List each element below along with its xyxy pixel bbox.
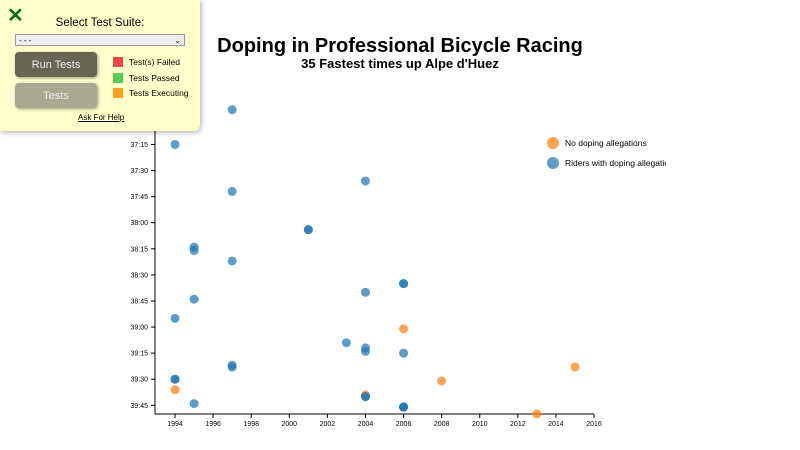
- chart-title: Doping in Professional Bicycle Racing: [217, 35, 583, 57]
- data-point: [437, 376, 447, 386]
- x-tick-label: 1998: [243, 421, 259, 428]
- data-point: [227, 105, 237, 115]
- x-tick: 2000: [282, 414, 298, 428]
- y-tick: 38:30: [130, 272, 155, 279]
- select-label: Select Test Suite:: [55, 17, 145, 29]
- legend-label: Test(s) Failed: [129, 57, 181, 67]
- scatter-chart: Doping in Professional Bicycle Racing 35…: [130, 35, 666, 428]
- x-tick-label: 2000: [282, 421, 298, 428]
- data-point: [189, 294, 199, 304]
- x-tick: 2010: [472, 414, 488, 428]
- y-tick: 37:45: [130, 194, 155, 201]
- x-tick-label: 1994: [167, 421, 183, 428]
- x-tick-label: 2006: [396, 421, 412, 428]
- y-tick: 37:30: [130, 168, 155, 175]
- data-point: [399, 348, 409, 358]
- y-tick-label: 37:45: [130, 194, 148, 201]
- x-tick-label: 2004: [358, 421, 374, 428]
- data-point: [360, 287, 370, 297]
- y-tick: 38:00: [130, 220, 155, 227]
- y-tick: 37:15: [130, 142, 155, 149]
- y-tick: 39:45: [130, 403, 155, 410]
- y-tick: 39:00: [130, 325, 155, 332]
- data-point: [399, 402, 409, 412]
- x-tick: 2006: [396, 414, 412, 428]
- y-tick: 38:45: [130, 298, 155, 305]
- x-tick: 1994: [167, 414, 183, 428]
- legend-label: Tests Passed: [129, 73, 180, 83]
- x-tick-label: 2016: [586, 421, 602, 428]
- data-point: [170, 139, 180, 149]
- ask-for-help-link[interactable]: Ask For Help: [78, 113, 125, 122]
- y-tick-label: 39:30: [130, 377, 148, 384]
- legend-failed: Test(s) Failed: [113, 57, 180, 67]
- data-point: [170, 374, 180, 384]
- executing-swatch: [113, 88, 123, 98]
- data-point: [570, 362, 580, 372]
- y-tick: 39:15: [130, 351, 155, 358]
- x-tick-label: 2012: [510, 421, 526, 428]
- legend-executing: Tests Executing: [113, 88, 189, 98]
- y-tick-label: 39:45: [130, 403, 148, 410]
- data-point: [360, 176, 370, 186]
- y-tick-label: 39:00: [130, 325, 148, 332]
- data-point: [399, 324, 409, 334]
- data-point: [227, 362, 237, 372]
- x-tick: 1998: [243, 414, 259, 428]
- failed-swatch: [113, 57, 123, 67]
- y-tick-label: 39:15: [130, 351, 148, 358]
- legend-label: No doping allegations: [565, 138, 647, 148]
- y-tick-label: 37:30: [130, 168, 148, 175]
- data-point: [227, 256, 237, 266]
- y-tick-label: 38:15: [130, 246, 148, 253]
- run-tests-button[interactable]: Run Tests: [15, 52, 97, 77]
- y-tick-label: 37:15: [130, 142, 148, 149]
- y-tick-label: 38:45: [130, 298, 148, 305]
- x-tick-label: 2014: [548, 421, 564, 428]
- x-tick: 2016: [586, 414, 602, 428]
- y-tick-label: 38:00: [130, 220, 148, 227]
- chevron-down-icon: ⌄: [174, 35, 181, 45]
- data-point: [170, 385, 180, 395]
- data-point: [189, 399, 199, 409]
- data-point: [303, 225, 313, 235]
- x-tick: 2014: [548, 414, 564, 428]
- x-tick: 2012: [510, 414, 526, 428]
- x-tick-label: 1996: [205, 421, 221, 428]
- data-point: [227, 186, 237, 196]
- y-tick-label: 38:30: [130, 272, 148, 279]
- close-x-icon[interactable]: ✕: [7, 5, 24, 27]
- y-tick: 38:15: [130, 246, 155, 253]
- x-tick: 2002: [320, 414, 336, 428]
- data-point: [399, 279, 409, 289]
- chart-subtitle: 35 Fastest times up Alpe d'Huez: [301, 56, 499, 71]
- data-point: [360, 392, 370, 402]
- passed-swatch: [113, 73, 123, 83]
- legend-label: Tests Executing: [129, 88, 189, 98]
- data-point: [170, 313, 180, 323]
- data-point: [360, 346, 370, 356]
- data-point: [189, 246, 199, 256]
- x-tick: 2008: [434, 414, 450, 428]
- legend-swatch: [547, 137, 559, 149]
- test-panel: ✕ Select Test Suite: - - - ⌄ Run Tests Te…: [0, 0, 200, 131]
- x-tick-label: 2002: [320, 421, 336, 428]
- y-tick: 39:30: [130, 377, 155, 384]
- data-point: [532, 409, 542, 419]
- select-value: - - -: [19, 35, 32, 45]
- x-tick-label: 2008: [434, 421, 450, 428]
- legend-label: Riders with doping allegations: [565, 158, 666, 168]
- legend-passed: Tests Passed: [113, 73, 180, 83]
- legend-swatch: [547, 157, 559, 169]
- x-tick: 1996: [205, 414, 221, 428]
- tests-button[interactable]: Tests: [15, 83, 97, 108]
- test-suite-select[interactable]: - - - ⌄: [15, 34, 185, 46]
- data-point: [341, 338, 351, 348]
- x-tick-label: 2010: [472, 421, 488, 428]
- x-tick: 2004: [358, 414, 374, 428]
